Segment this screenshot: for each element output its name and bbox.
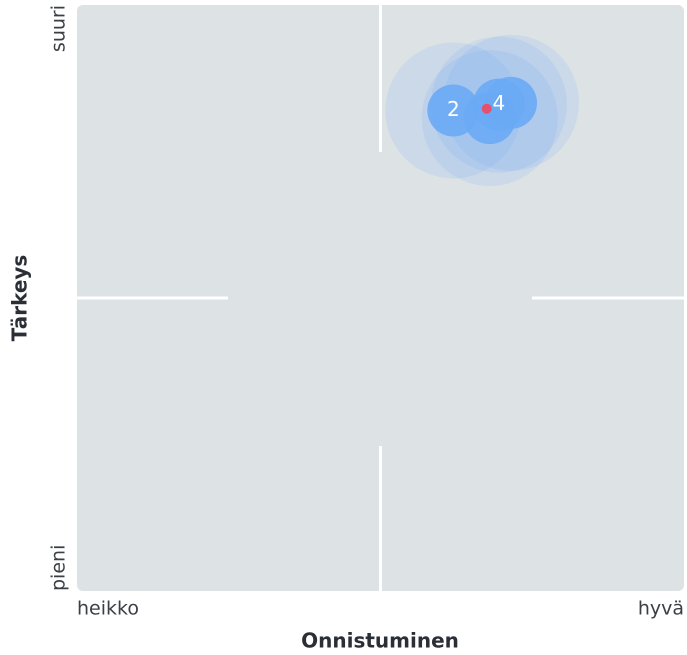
x-min-label: heikko (77, 598, 139, 620)
x-max-label: hyvä (638, 598, 684, 620)
y-axis-title: Tärkeys (8, 255, 32, 342)
y-min-label: pieni (48, 545, 70, 591)
point-label: 4 (492, 91, 505, 115)
mean-point (481, 103, 492, 114)
x-axis-title: Onnistuminen (301, 629, 459, 653)
y-max-label: suuri (48, 5, 70, 52)
point (427, 84, 480, 137)
point-label: 2 (447, 97, 460, 121)
point (472, 78, 525, 131)
plot-area (77, 5, 684, 591)
